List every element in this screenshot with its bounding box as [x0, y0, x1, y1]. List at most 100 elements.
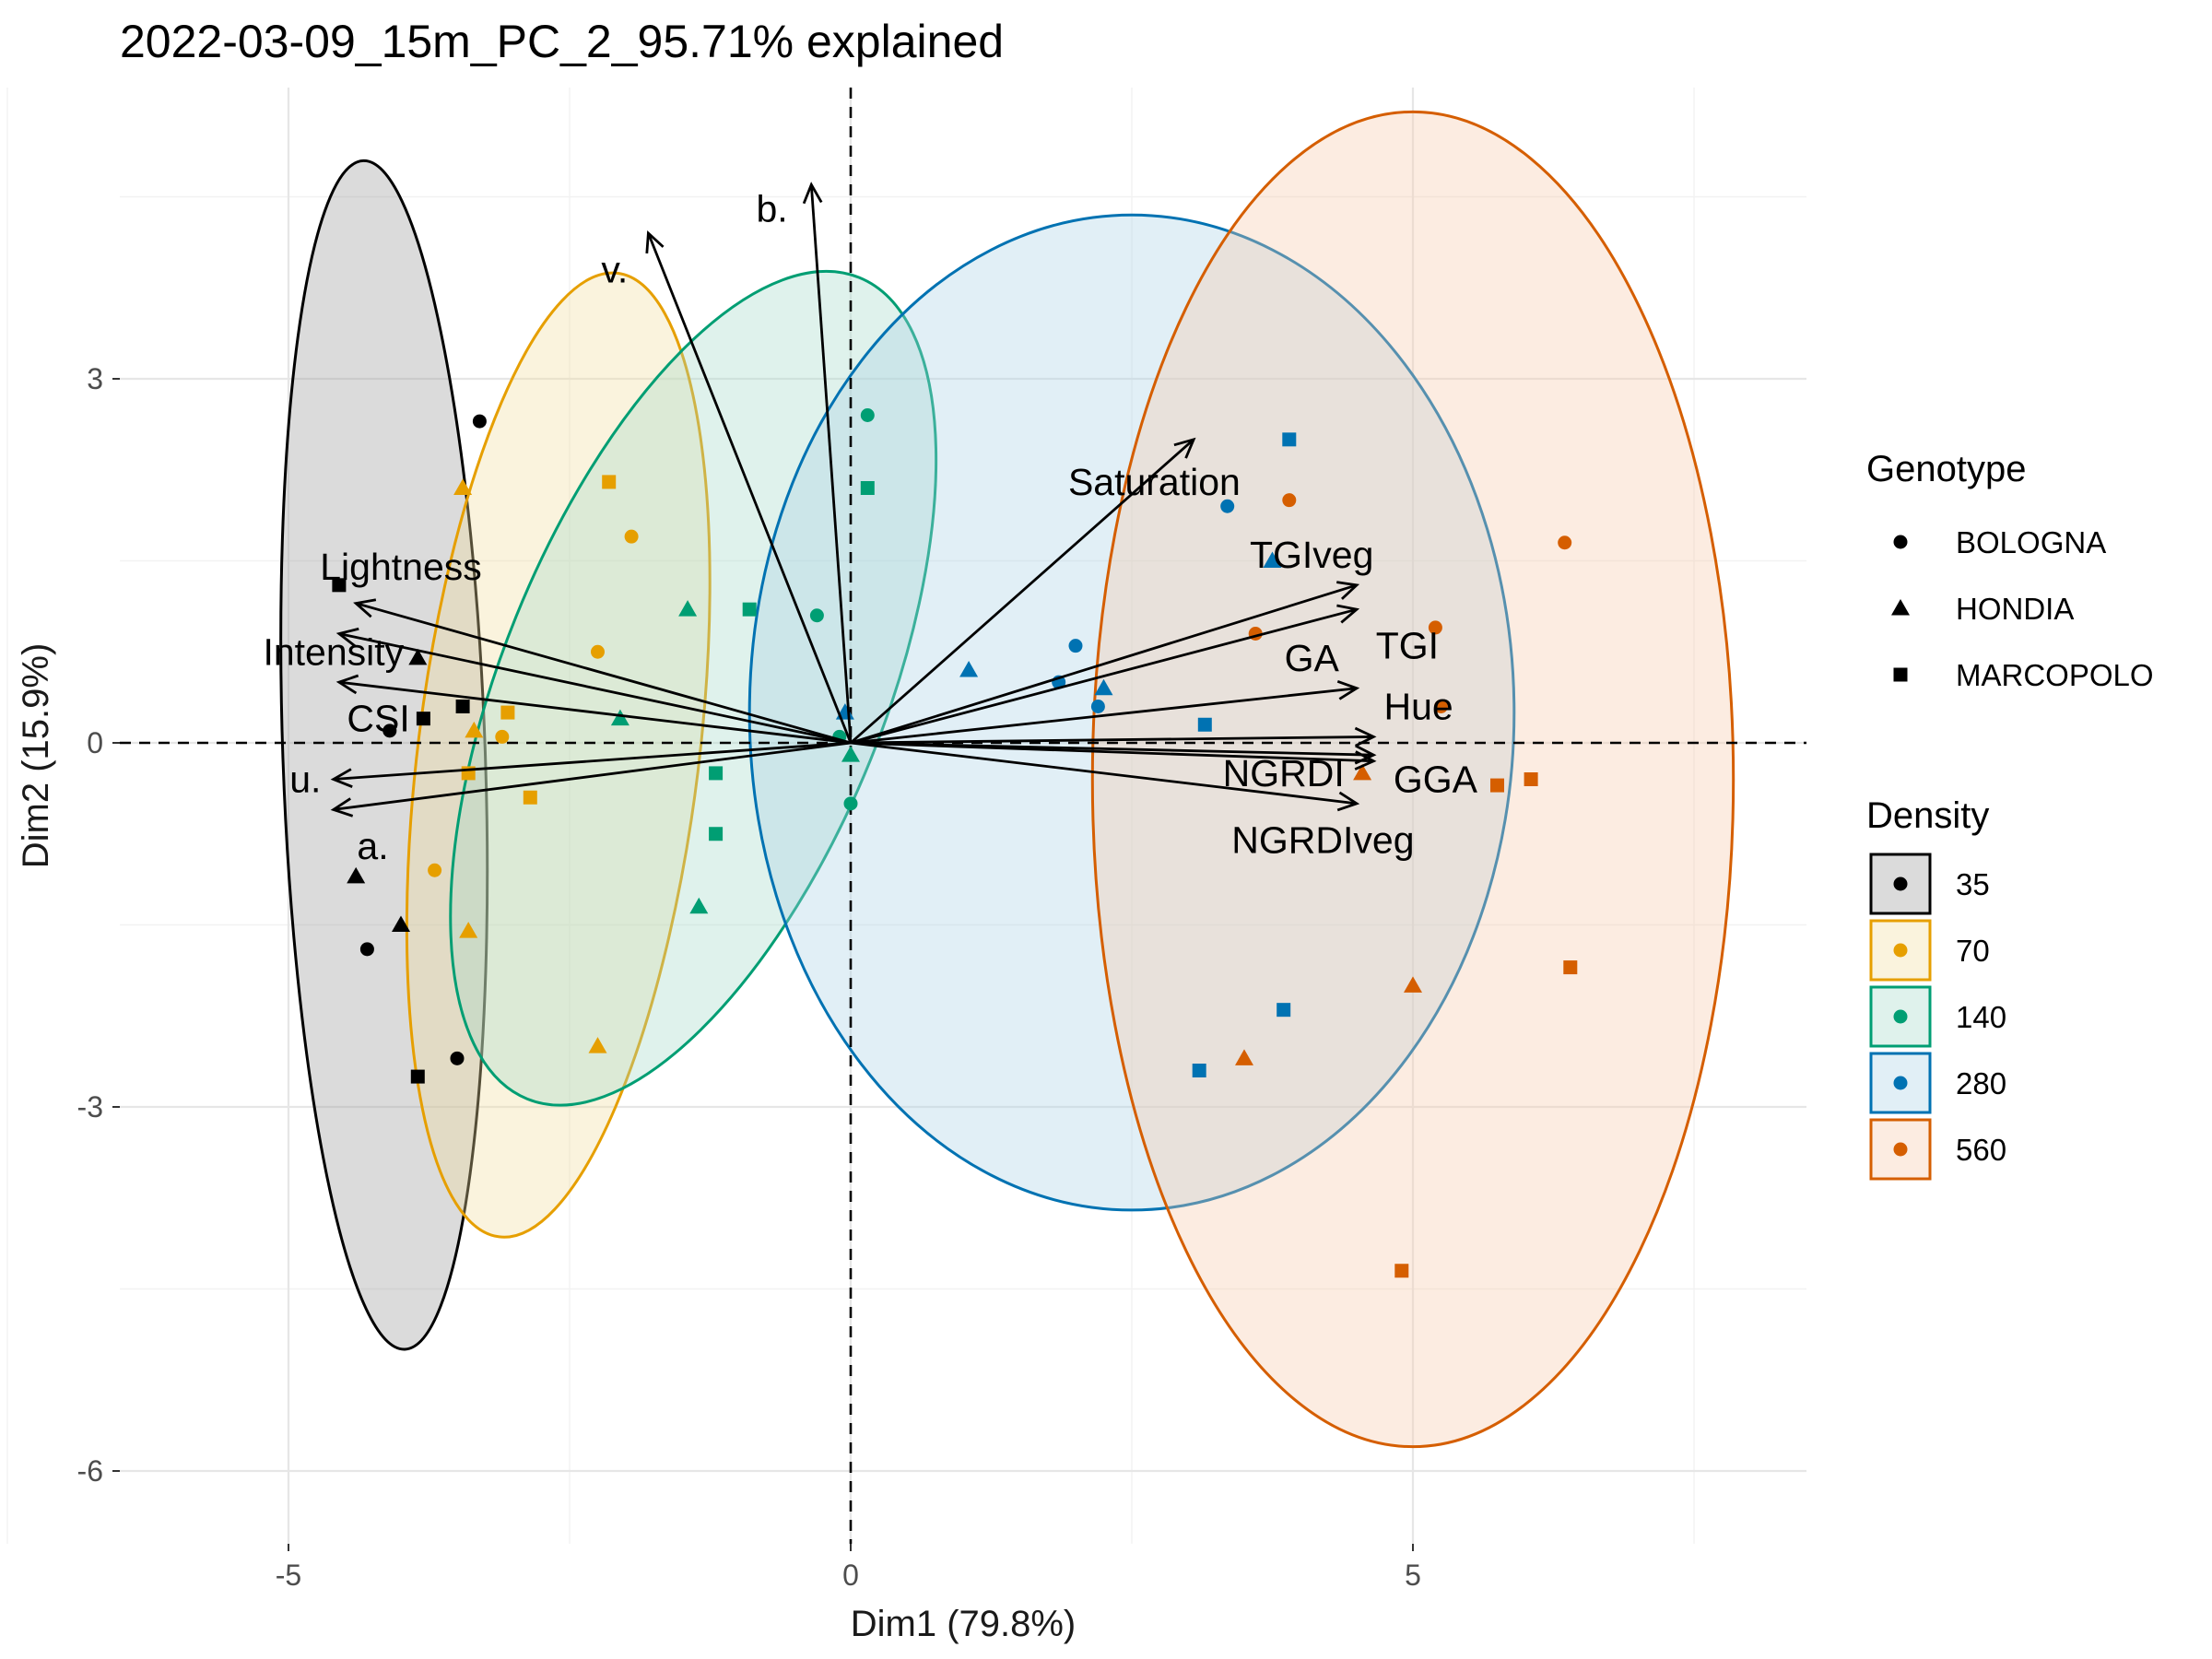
- data-point: [359, 942, 374, 957]
- data-point: [959, 661, 979, 677]
- data-point: [347, 866, 366, 884]
- data-point: [709, 766, 724, 781]
- loading-arrow: [850, 741, 1358, 806]
- y-tick-label: 3: [87, 362, 103, 395]
- arrow-head: [1336, 604, 1360, 624]
- x-axis-title: Dim1 (79.8%): [851, 1604, 1077, 1644]
- data-point: [450, 1051, 465, 1065]
- density-legend-label: 280: [1956, 1066, 2006, 1100]
- genotype-legend-label: HONDIA: [1956, 592, 2074, 626]
- variable-label: NGRDI: [1223, 752, 1345, 794]
- variable-label: v.: [601, 249, 628, 291]
- arrow-head: [1336, 581, 1360, 600]
- data-point: [602, 475, 617, 489]
- data-point: [455, 700, 470, 713]
- variable-label: Hue: [1383, 686, 1453, 728]
- loading-arrow: [850, 583, 1358, 745]
- variable-label: GA: [1285, 637, 1340, 679]
- variable-label: a.: [357, 825, 388, 867]
- x-tick-label: 5: [1405, 1559, 1421, 1592]
- data-point: [610, 709, 629, 726]
- data-point: [591, 644, 605, 659]
- data-point: [588, 1037, 607, 1053]
- arrow-head: [330, 768, 353, 788]
- variable-label: CSI: [347, 698, 409, 740]
- arrow-head: [330, 797, 354, 818]
- x-tick-label: -5: [276, 1559, 301, 1592]
- arrow-head: [1173, 437, 1196, 459]
- data-point: [843, 796, 858, 811]
- legend-key-box: [1869, 1118, 1932, 1181]
- ellipse-density-560: [1090, 110, 1735, 1449]
- density-legend-label: 35: [1956, 867, 1990, 901]
- data-point: [1428, 620, 1442, 635]
- data-point: [472, 414, 487, 429]
- data-point: [1282, 493, 1297, 508]
- legend-key-circle: [1893, 535, 1908, 549]
- loading-arrow: [333, 741, 852, 811]
- data-point: [1197, 717, 1212, 732]
- data-point: [408, 648, 428, 665]
- data-point: [1235, 1049, 1253, 1065]
- arrow-head: [1336, 791, 1360, 812]
- loading-arrow: [850, 735, 1374, 745]
- loading-arrow: [338, 680, 852, 745]
- variable-label: NGRDIveg: [1231, 818, 1414, 861]
- loading-arrow: [850, 607, 1358, 745]
- x-tick-label: 0: [842, 1559, 859, 1592]
- data-point: [709, 827, 724, 841]
- variable-label: Saturation: [1068, 461, 1241, 503]
- loading-arrow: [333, 741, 852, 781]
- data-point: [500, 705, 515, 720]
- data-point: [382, 724, 397, 738]
- data-point: [1090, 700, 1105, 713]
- variable-label: b.: [756, 188, 787, 230]
- data-point: [1563, 960, 1578, 975]
- density-legend-title: Density: [1866, 795, 1989, 836]
- legend-key-dot: [1893, 1142, 1908, 1157]
- variable-arrows: [330, 182, 1377, 818]
- data-point: [860, 408, 875, 422]
- data-point: [410, 1069, 425, 1084]
- chart-title: 2022-03-09_15m_PC_2_95.71% explained: [120, 16, 1004, 67]
- density-legend-label: 560: [1956, 1133, 2006, 1167]
- arrow-head: [1354, 726, 1377, 747]
- data-point: [453, 478, 473, 495]
- density-legend-label: 70: [1956, 934, 1990, 968]
- arrow-head: [353, 598, 377, 618]
- legend-key-dot: [1893, 1009, 1908, 1024]
- data-point: [1094, 678, 1113, 696]
- data-point: [1192, 1064, 1206, 1077]
- data-point: [523, 790, 537, 805]
- y-tick-label: -6: [77, 1454, 103, 1488]
- legend-key-dot: [1893, 1076, 1908, 1090]
- arrow-head: [335, 627, 359, 648]
- data-point: [1558, 535, 1572, 550]
- data-point: [1394, 1264, 1409, 1278]
- loading-arrow: [850, 741, 1374, 763]
- ellipse-density-140: [449, 269, 938, 1107]
- data-point: [1524, 772, 1538, 786]
- y-tick-label: -3: [77, 1090, 103, 1124]
- data-point: [1490, 778, 1504, 793]
- genotype-legend-label: MARCOPOLO: [1956, 658, 2154, 692]
- data-point: [459, 922, 478, 938]
- data-point: [332, 578, 347, 593]
- variable-label: Lightness: [320, 546, 482, 588]
- data-point: [1263, 551, 1282, 568]
- genotype-legend-label: BOLOGNA: [1956, 525, 2106, 559]
- data-point: [809, 608, 824, 623]
- legend-key-dot: [1893, 943, 1908, 958]
- data-point: [678, 600, 698, 617]
- data-point: [1220, 499, 1235, 513]
- density-legend-label: 140: [1956, 1000, 2006, 1034]
- data-point: [1282, 432, 1297, 447]
- data-point: [428, 863, 442, 877]
- loading-arrow: [809, 184, 853, 744]
- legend-key-triangle: [1891, 599, 1910, 616]
- data-point: [624, 529, 639, 544]
- zero-lines: [120, 88, 1806, 1544]
- variable-label: GGA: [1394, 759, 1478, 801]
- arrow-head: [645, 230, 665, 254]
